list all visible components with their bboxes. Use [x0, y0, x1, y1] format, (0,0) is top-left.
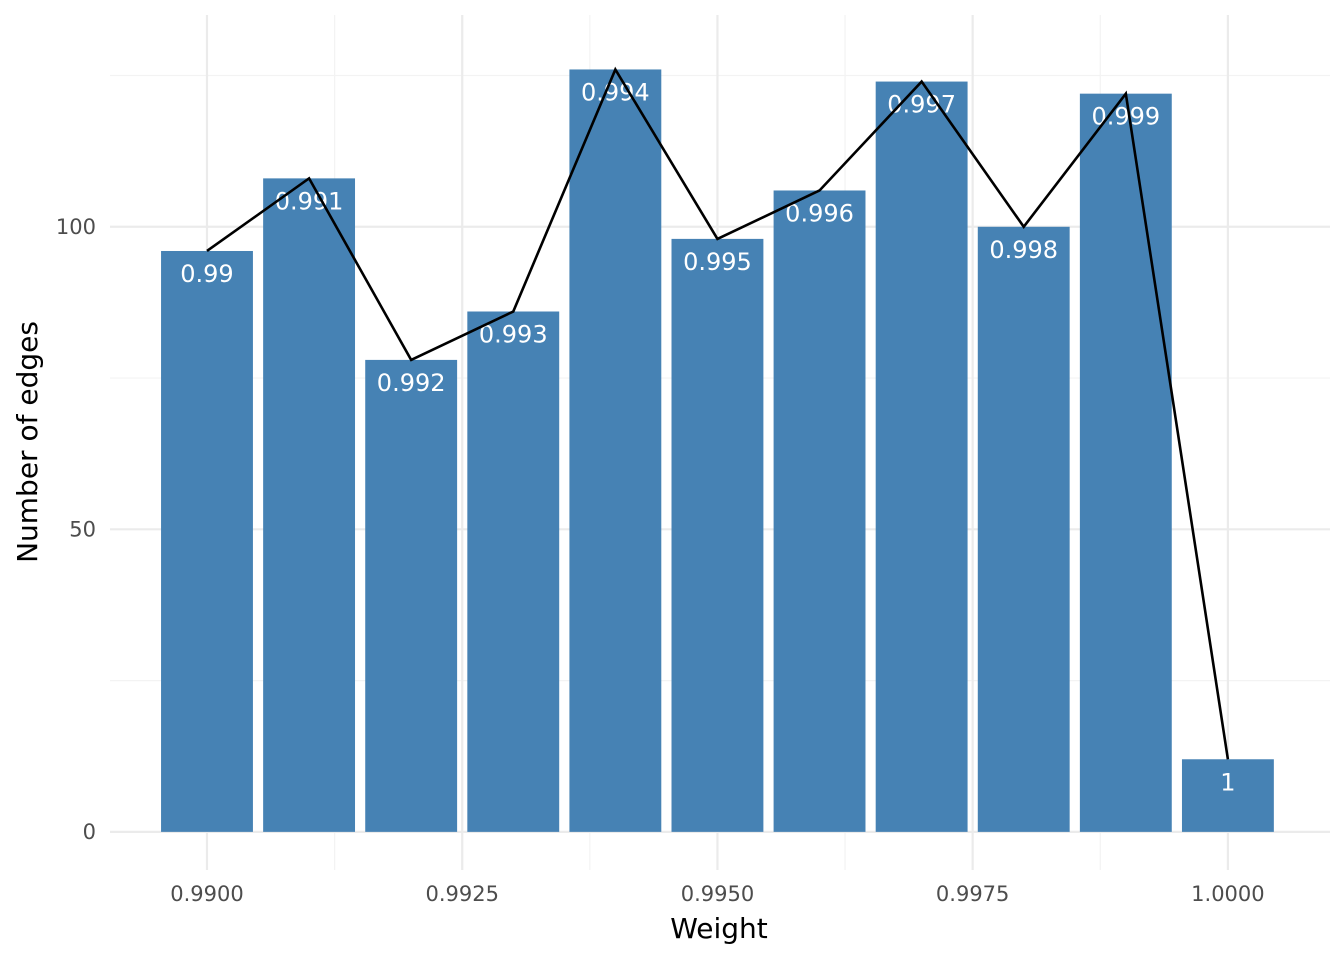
bar	[977, 226, 1070, 832]
bar-label: 0.991	[275, 187, 344, 215]
bar-label: 0.992	[377, 369, 446, 397]
y-tick-label: 0	[83, 820, 96, 844]
y-axis-ticks: 0 50 100	[56, 215, 96, 844]
y-tick-label: 50	[69, 517, 96, 541]
trend-line-layer	[206, 66, 1230, 760]
bar-label: 0.996	[785, 199, 854, 227]
bar	[161, 250, 253, 832]
x-tick-label: 1.0000	[1191, 882, 1264, 906]
x-tick-label: 0.9925	[425, 882, 498, 906]
bar-label: 0.993	[479, 320, 548, 348]
bar	[263, 178, 356, 832]
bar-label: 0.995	[683, 248, 752, 276]
bar-label: 0.998	[989, 236, 1058, 264]
bar	[773, 190, 866, 832]
x-tick-label: 0.9900	[170, 882, 243, 906]
bars	[161, 69, 1274, 832]
bar-label: 1	[1220, 768, 1235, 796]
bar-label: 0.99	[180, 260, 233, 288]
bar	[671, 238, 764, 832]
y-axis-title: Number of edges	[11, 321, 44, 563]
y-tick-label: 100	[56, 215, 96, 239]
x-axis-ticks: 0.9900 0.9925 0.9950 0.9975 1.0000	[170, 882, 1264, 906]
x-tick-label: 0.9950	[681, 882, 754, 906]
trend-line	[206, 66, 1230, 760]
bar-label: 0.994	[581, 78, 650, 106]
bar	[1079, 93, 1172, 832]
bar	[875, 81, 968, 832]
bar-labels: 0.990.9910.9920.9930.9940.9950.9960.9970…	[180, 78, 1235, 796]
bar	[365, 359, 458, 832]
bar	[1181, 759, 1274, 832]
bar	[467, 311, 560, 832]
x-axis-title: Weight	[670, 912, 768, 945]
bar-label: 0.999	[1091, 103, 1160, 131]
bar	[569, 69, 662, 832]
x-tick-label: 0.9975	[936, 882, 1009, 906]
